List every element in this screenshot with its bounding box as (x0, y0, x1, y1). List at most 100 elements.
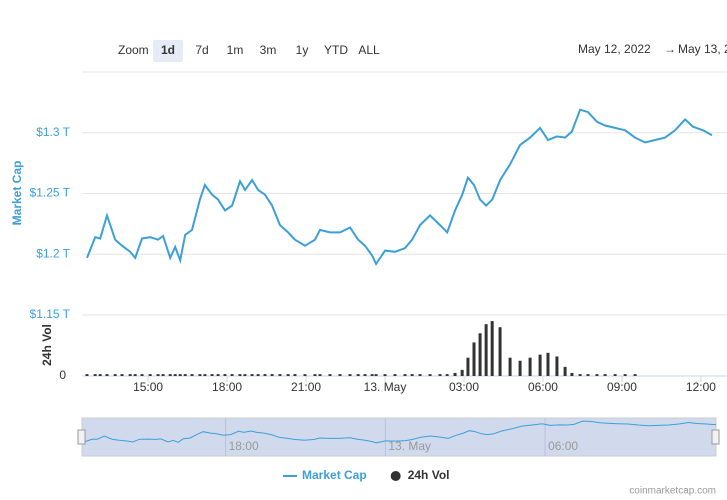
volume-bar (613, 374, 617, 376)
volume-bar (418, 374, 422, 376)
volume-bar (403, 374, 407, 376)
volume-bar (328, 374, 332, 376)
volume-bar (595, 374, 599, 376)
volume-bar (278, 374, 282, 376)
volume-bar (438, 374, 442, 376)
legend-label: Market Cap (302, 468, 367, 482)
button-label: ALL (358, 43, 380, 57)
date-separator: → (664, 42, 676, 56)
button-label: 1y (296, 43, 309, 57)
volume-bar (370, 374, 374, 376)
volume-bar (528, 357, 532, 376)
navigator-handle[interactable] (77, 429, 86, 445)
volume-bar (113, 374, 117, 376)
volume-bar (190, 374, 194, 376)
volume-bar (478, 333, 482, 376)
volume-bar (490, 321, 494, 376)
button-label: 7d (195, 43, 208, 57)
volume-bar (243, 374, 247, 376)
legend-item[interactable]: Market Cap (283, 468, 367, 482)
x-tick-label: 12:00 (686, 380, 716, 394)
volume-bar (148, 374, 152, 376)
range-button[interactable]: YTD (321, 40, 351, 62)
x-tick-label: 21:00 (291, 380, 321, 394)
date-from[interactable]: May 12, 2022 (578, 42, 651, 56)
volume-bar (133, 374, 137, 376)
volume-bar (570, 372, 574, 376)
volume-bar (445, 374, 449, 376)
volume-bar (293, 374, 297, 376)
range-button[interactable]: 7d (187, 40, 217, 62)
volume-bar (168, 374, 172, 376)
x-tick-label: 15:00 (133, 380, 163, 394)
volume-bar (216, 374, 220, 376)
range-button[interactable]: 1m (220, 40, 250, 62)
volume-bar (238, 374, 242, 376)
volume-bar (318, 374, 322, 376)
volume-bar (263, 374, 267, 376)
button-bg (153, 40, 183, 62)
volume-bar (210, 374, 214, 376)
price-line (86, 108, 713, 267)
volume-bar (256, 374, 260, 376)
x-tick-label: 09:00 (607, 380, 637, 394)
volume-bar (410, 374, 414, 376)
volume-bar (223, 374, 227, 376)
legend-item[interactable]: 24h Vol (390, 468, 450, 482)
volume-bar (140, 374, 144, 376)
volume-bar (85, 374, 89, 376)
legend-symbol (390, 471, 401, 481)
range-button[interactable]: 1d (153, 40, 183, 62)
date-to[interactable]: May 13, 2022 (678, 42, 727, 56)
volume-bar (484, 324, 488, 376)
range-button[interactable]: 1y (287, 40, 317, 62)
x-tick-label: 03:00 (449, 380, 479, 394)
volume-bar (633, 374, 637, 376)
volume-bar (173, 374, 177, 376)
volume-bar (303, 374, 307, 376)
navigator-tick-label: 06:00 (548, 439, 578, 453)
y-tick-label: $1.15 T (30, 307, 71, 321)
y-tick-label: $1.25 T (30, 186, 71, 200)
y2-tick-label: 0 (59, 368, 66, 382)
volume-bar (563, 366, 567, 376)
volume-bar (198, 374, 202, 376)
volume-bar (93, 374, 97, 376)
y-tick-label: $1.2 T (36, 246, 70, 260)
volume-bar (578, 374, 582, 376)
volume-bar (383, 374, 387, 376)
range-button[interactable]: ALL (354, 40, 384, 62)
volume-bar (603, 374, 607, 376)
volume-bar (250, 374, 254, 376)
navigator-tick-label: 18:00 (229, 439, 259, 453)
y-axis-label: Market Cap (10, 161, 24, 226)
volume-bar (178, 374, 182, 376)
navigator-line (83, 420, 717, 444)
volume-bar (120, 374, 124, 376)
y-tick-label: $1.3 T (36, 125, 70, 139)
navigator-handle[interactable] (711, 429, 720, 445)
volume-bar (356, 374, 360, 376)
volume-bar (348, 374, 352, 376)
volume-bar (363, 374, 367, 376)
volume-bar (156, 374, 160, 376)
x-tick-label: 06:00 (528, 380, 558, 394)
volume-bar (183, 374, 187, 376)
navigator-tick-label: 13. May (388, 439, 431, 453)
volume-bar (203, 374, 207, 376)
volume-bar (498, 327, 502, 376)
volume-bar (586, 374, 590, 376)
volume-bar (428, 374, 432, 376)
zoom-label: Zoom (118, 43, 149, 57)
volume-bar (286, 374, 290, 376)
button-label: 1d (161, 43, 175, 57)
volume-bar (460, 369, 464, 376)
volume-bar (313, 374, 317, 376)
footer: coinmarketcap.com (629, 486, 716, 497)
volume-bar (555, 356, 559, 376)
volume-bar (472, 342, 476, 376)
volume-bar (270, 374, 274, 376)
range-button[interactable]: 3m (253, 40, 283, 62)
volume-bar (230, 374, 234, 376)
